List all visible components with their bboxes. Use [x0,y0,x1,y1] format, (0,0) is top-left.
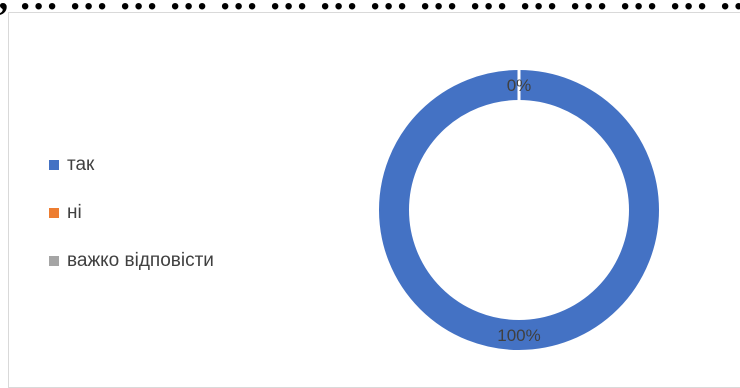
data-label-tak: 100% [497,326,540,345]
legend-item-vazhko: важко відповісти [49,249,214,273]
chart-area: так ні важко відповісти 0% 100% [8,12,740,388]
donut-slice-0 [379,70,659,350]
legend-label-vazhko: важко відповісти [67,250,214,271]
legend-label-tak: так [67,154,95,175]
donut-chart: 0% 100% [379,69,659,350]
legend-swatch-ni [49,208,59,218]
legend-item-tak: так [49,153,214,177]
legend-item-ni: ні [49,201,214,225]
chart-legend: так ні важко відповісти [49,153,214,297]
legend-swatch-vazhko [49,256,59,266]
legend-label-ni: ні [67,202,82,223]
legend-swatch-tak [49,160,59,170]
data-label-zero: 0% [507,76,532,95]
